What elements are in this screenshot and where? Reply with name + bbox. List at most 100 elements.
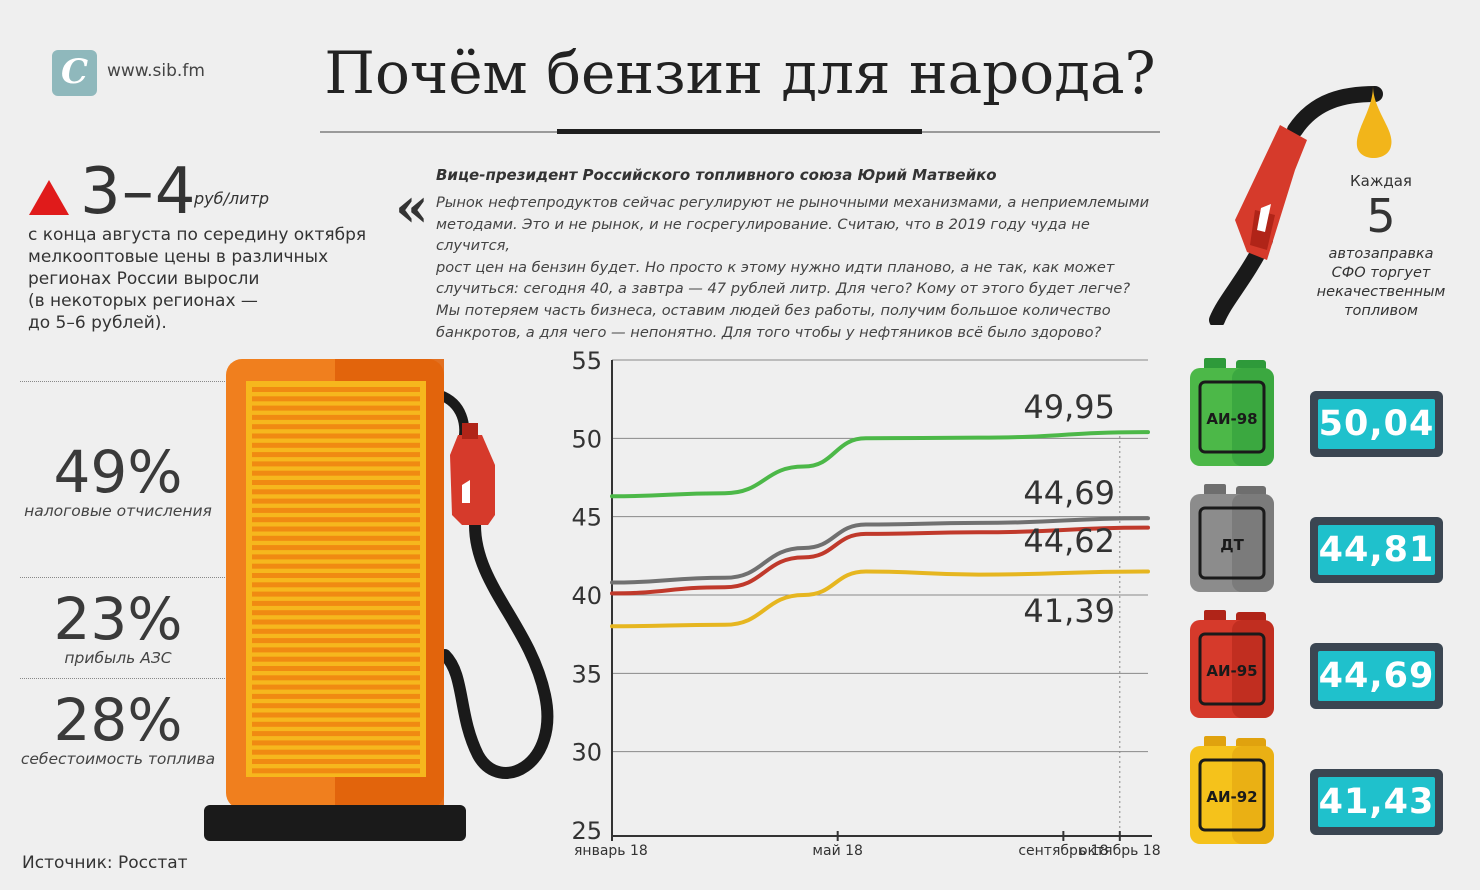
pump-display-stripe [252,647,420,653]
canister-fuel-name: АИ-92 [1206,788,1257,806]
counter-caption: автозаправка СФО торгует некачественным … [1316,245,1446,321]
stat-tax: 49% налоговые отчисления [0,442,236,520]
stat-tax-label: налоговые отчисления [24,502,212,520]
pump-display-stripe [252,396,420,402]
pump-display-stripe [252,768,420,774]
pump-display-stripe [252,628,420,634]
price-increase-unit: руб/литр [194,189,269,208]
pump-display-stripe [252,600,420,606]
fuel-price-value: 50,04 [1318,399,1435,449]
y-tick-label: 45 [571,504,602,532]
pump-hose [439,519,554,779]
pump-display-stripe [252,731,420,737]
divider [20,381,225,382]
pump-display-stripe [252,712,420,718]
pump-display-stripe [252,638,420,644]
title-underline-accent [557,129,922,134]
nozzle-grip [1235,125,1307,260]
pump-display-stripe [252,452,420,458]
nozzle-trigger [1257,204,1271,232]
pump-display [246,381,426,777]
quote-text: Рынок нефтепродуктов сейчас регулируют н… [436,192,1166,343]
divider [20,678,225,679]
pump-display-stripe [252,554,420,560]
quote-author: Вице-президент Российского топливного со… [436,166,997,184]
pump-display-stripe [252,703,420,709]
pump-nozzle-trigger [462,480,470,503]
quote-mark: « [395,175,429,239]
canister-fuel-name: АИ-98 [1206,410,1257,428]
series-line [610,525,1150,596]
lede-line: регионах России выросли [28,269,260,289]
y-tick-label: 25 [571,817,602,845]
y-tick-label: 30 [571,739,602,767]
canister-label-frame [1198,380,1266,454]
fuel-canister-icon: АИ-92 [1190,736,1274,844]
pump-display-stripe [252,610,420,616]
pump-display-stripes [252,387,420,774]
series-line [610,516,1150,585]
pump-display-stripe [252,619,420,625]
pump-display-stripe [252,507,420,513]
counter-line: некачественным [1316,284,1446,300]
fuel-canister-icon: АИ-98 [1190,358,1274,466]
canister-label-frame [1198,758,1266,832]
counter-caption-top: Каждая [1350,172,1412,190]
stat-profit-label: прибыль АЗС [64,649,172,667]
lede-line: с конца августа по середину октября [28,225,367,245]
page-title: Почём бензин для народа? [324,39,1156,107]
fuel-drop-icon [1356,86,1392,158]
price-increase-description: с конца августа по середину октября мелк… [28,224,388,334]
series-end-label: 44,62 [1023,522,1115,560]
series-line [610,430,1150,499]
pump-display-stripe [252,414,420,420]
stat-profit-value: 23% [53,585,183,653]
pump-display-stripe [252,405,420,411]
stat-cost-label: себестоимость топлива [20,750,216,768]
pump-display-stripe [252,693,420,699]
pump-display-stripe [252,489,420,495]
pump-display-stripe [252,573,420,578]
pump-display-stripe [252,480,420,485]
canister-fuel-name: АИ-95 [1206,662,1257,680]
x-tick-label: сентябрь 18 [1018,843,1108,859]
x-tick-label: январь 18 [574,843,648,859]
source-note: Источник: Росстат [22,853,188,873]
pump-display-stripe [252,582,420,588]
pump-display-stripe [252,759,420,764]
fuel-price-box: 44,81 [1310,517,1443,583]
quote-line: банкротов, а для чего — непонятно. Для т… [436,323,1102,341]
pump-nozzle [450,435,495,525]
series-end-label: 44,69 [1023,474,1115,512]
counter-line: СФО торгует [1331,265,1431,281]
lede-line: мелкооптовые цены в различных [28,247,329,267]
pump-display-stripe [252,675,420,681]
pump-display-stripe [252,740,420,746]
pump-nozzle-cap [462,423,478,439]
fuel-price-value: 41,43 [1318,777,1435,827]
pump-display-stripe [252,424,420,430]
logo-letter: С [60,52,89,92]
quote-line: Рынок нефтепродуктов сейчас регулируют н… [436,194,1150,211]
site-logo[interactable]: С [52,50,97,96]
stat-cost: 28% себестоимость топлива [0,690,236,768]
stat-profit: 23% прибыль АЗС [0,589,236,667]
site-url[interactable]: www.sib.fm [107,61,205,81]
y-tick-label: 50 [571,425,602,453]
counter-line: топливом [1344,303,1418,319]
nozzle-hose-top [1287,86,1383,138]
counter-number: 5 [1366,189,1396,243]
pump-display-stripe [252,535,420,541]
pump-display-stripe [252,442,420,448]
price-up-triangle-icon [29,180,69,215]
quote-line: рост цен на бензин будет. Но просто к эт… [436,258,1115,276]
fuel-price-box: 41,43 [1310,769,1443,835]
canister-label-frame [1198,632,1266,706]
pump-display-stripe [252,563,420,569]
fuel-price-box: 44,69 [1310,643,1443,709]
x-tick-label: май 18 [812,843,863,859]
pump-display-stripe [252,749,420,755]
series-end-label: 41,39 [1023,592,1115,630]
counter-line: автозаправка [1328,246,1434,262]
series-line [610,569,1150,629]
